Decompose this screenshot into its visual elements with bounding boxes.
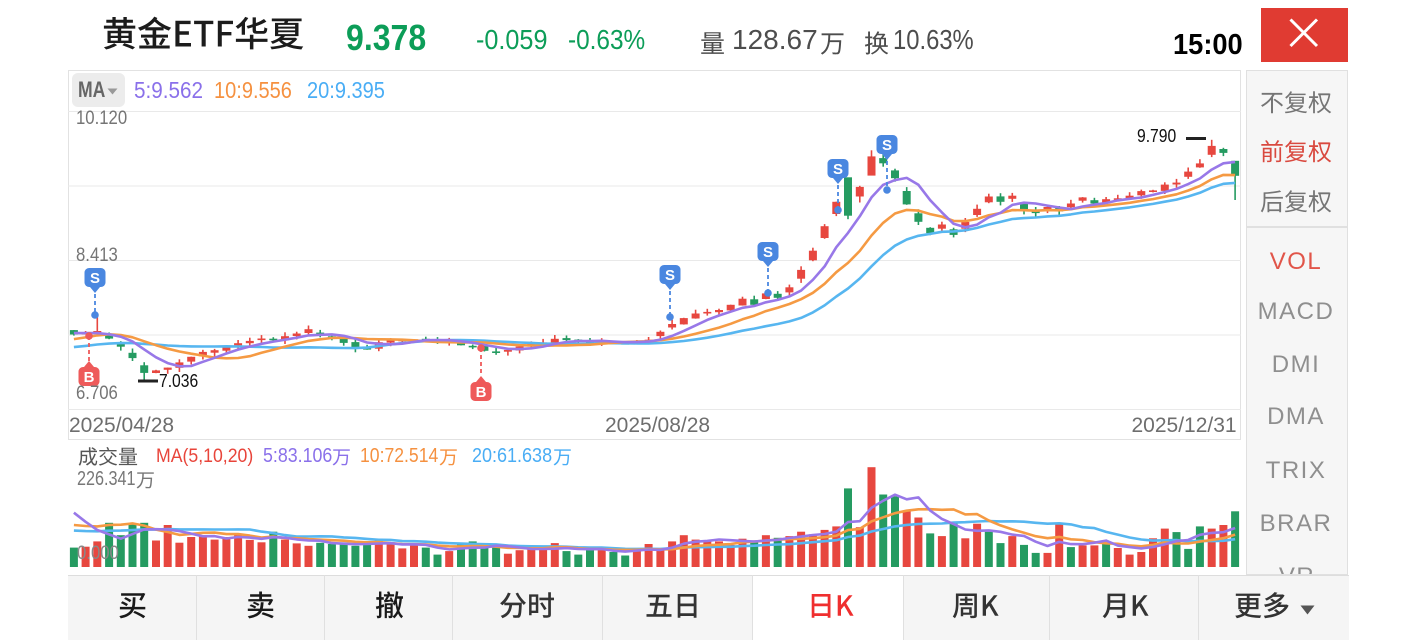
svg-text:S: S [665, 267, 675, 284]
svg-text:S: S [833, 161, 843, 178]
svg-text:S: S [90, 270, 100, 287]
svg-text:B: B [84, 369, 95, 386]
svg-text:S: S [882, 137, 892, 154]
svg-text:S: S [763, 244, 773, 261]
svg-text:B: B [476, 384, 487, 401]
